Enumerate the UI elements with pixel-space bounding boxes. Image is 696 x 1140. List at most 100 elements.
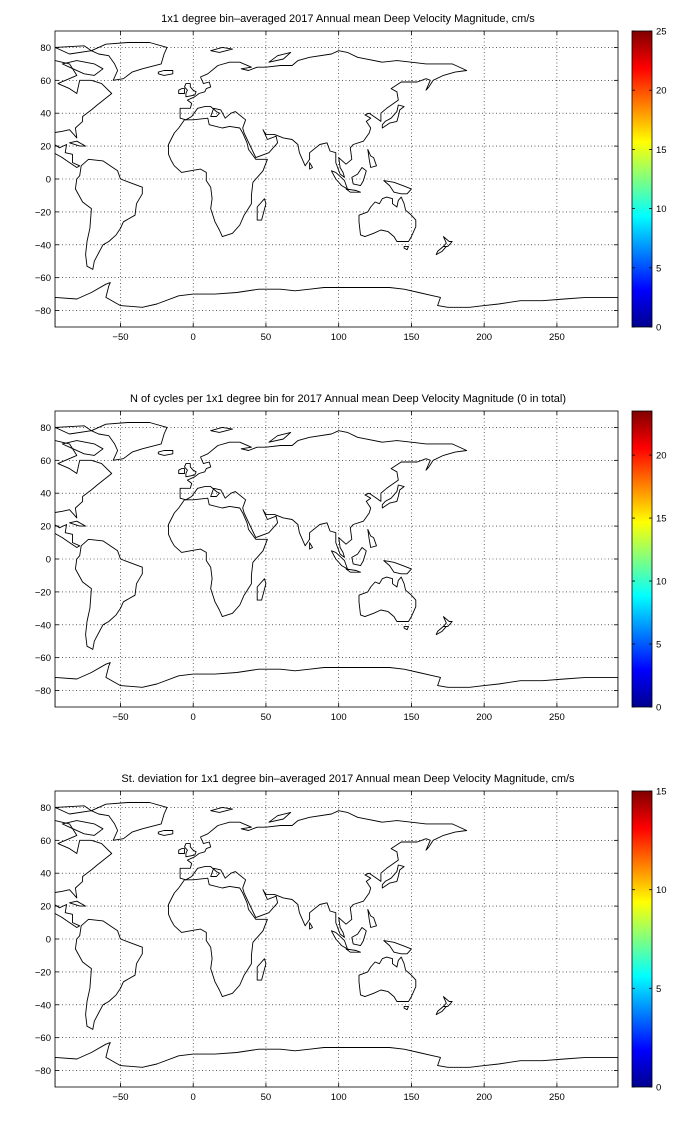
panel-3-title: St. deviation for 1x1 degree bin–average… (121, 773, 575, 785)
coastline-path (61, 440, 104, 456)
coastline-path (168, 877, 268, 998)
coastline-path (256, 198, 267, 221)
coastline-path (210, 426, 233, 433)
colorbar-tick-label: 5 (656, 984, 661, 995)
coastline-path (55, 805, 92, 815)
colorbar-tick-label: 10 (656, 204, 667, 215)
coastline-path (345, 188, 361, 193)
panel-1-title: 1x1 degree bin–averaged 2017 Annual mean… (161, 13, 535, 25)
coastline-path (442, 616, 453, 627)
coastline-path (179, 810, 468, 938)
panel-2-title: N of cycles per 1x1 degree bin for 2017 … (130, 393, 566, 405)
coastline-path (383, 560, 412, 575)
coastline-path (19, 54, 48, 61)
coastline-path (157, 70, 174, 76)
coastlines (19, 422, 618, 707)
coastline-path (19, 814, 48, 821)
coastline-path (19, 434, 48, 441)
map-gridlines (55, 31, 618, 327)
coastline-path (61, 820, 104, 836)
colorbar-gradient (631, 790, 653, 1088)
x-tick-label: 50 (261, 712, 272, 723)
x-tick-label: 200 (476, 1092, 492, 1103)
x-tick-label: 250 (549, 1092, 565, 1103)
coastline-path (268, 51, 292, 63)
coastlines (19, 42, 618, 327)
map-gridlines (55, 791, 618, 1087)
y-tick-label: 80 (40, 43, 51, 54)
x-tick-label: 0 (191, 712, 196, 723)
y-tick-label: 40 (40, 869, 51, 880)
map-panel-3: −50 0 50 100 150 200 250−80−60−40−200204060800… (19, 787, 667, 1104)
coastline-path (184, 843, 197, 858)
coastline-path (55, 45, 92, 55)
y-tick-label: −80 (35, 306, 51, 317)
coastline-path (178, 848, 185, 854)
x-tick-label: −50 (112, 1092, 128, 1103)
colorbar-gradient (631, 30, 653, 328)
y-tick-label: 20 (40, 902, 51, 913)
coastline-path (184, 463, 197, 478)
coastline-path (351, 927, 367, 947)
coastline-path (168, 497, 268, 618)
coastline-path (55, 662, 618, 707)
colorbar-tick-label: 5 (656, 640, 661, 651)
coastline-path (358, 956, 417, 1002)
y-tick-label: −20 (35, 967, 51, 978)
coastline-path (442, 996, 453, 1007)
y-tick-label: 80 (40, 423, 51, 434)
x-tick-label: 150 (403, 1092, 419, 1103)
x-tick-label: 250 (549, 332, 565, 343)
colorbar-tick-label: 0 (656, 703, 661, 714)
x-tick-label: 0 (191, 1092, 196, 1103)
coastline-path (442, 236, 453, 247)
y-tick-label: 60 (40, 76, 51, 87)
coastline-path (309, 922, 313, 930)
colorbar-tick-label: 25 (656, 27, 667, 38)
x-tick-label: 200 (476, 712, 492, 723)
y-tick-label: 40 (40, 109, 51, 120)
colorbar-tick-label: 15 (656, 787, 667, 798)
colorbar-tick-label: 10 (656, 885, 667, 896)
coastline-path (309, 542, 313, 550)
colorbar-3: 0 5 10 15 (631, 787, 667, 1094)
coastline-path (90, 802, 168, 841)
coastline-path (55, 820, 113, 928)
x-tick-label: 100 (331, 712, 347, 723)
y-tick-label: −60 (35, 273, 51, 284)
x-tick-label: 150 (403, 332, 419, 343)
y-tick-label: 20 (40, 142, 51, 153)
y-tick-label: −60 (35, 1033, 51, 1044)
coastline-path (179, 50, 468, 178)
coastline-path (403, 245, 409, 251)
colorbar-2: 0 5 10 15 20 (631, 410, 667, 714)
colorbar-tick-label: 0 (656, 323, 661, 334)
coastline-path (74, 918, 143, 1030)
coastline-path (157, 830, 174, 836)
coastline-path (351, 167, 367, 187)
coastline-path (157, 450, 174, 456)
y-tick-label: 0 (46, 555, 51, 566)
colorbar-tick-label: 15 (656, 145, 667, 156)
y-tick-label: −80 (35, 1066, 51, 1077)
x-tick-label: 100 (331, 332, 347, 343)
coastline-path (74, 158, 143, 270)
colorbar-tick-label: 5 (656, 263, 661, 274)
coastline-path (69, 140, 87, 147)
coastline-path (55, 1042, 618, 1087)
coastline-path (381, 484, 405, 509)
y-tick-label: 60 (40, 456, 51, 467)
coastline-path (256, 958, 267, 981)
coastline-path (168, 117, 268, 238)
coastline-path (55, 425, 92, 435)
y-tick-label: 40 (40, 489, 51, 500)
coastline-path (55, 440, 113, 548)
coastline-path (435, 1005, 447, 1016)
colorbar-tick-label: 0 (656, 1083, 661, 1094)
y-tick-label: 0 (46, 935, 51, 946)
colorbar-tick-label: 20 (656, 451, 667, 462)
coastline-path (69, 520, 87, 527)
coastline-path (435, 245, 447, 256)
